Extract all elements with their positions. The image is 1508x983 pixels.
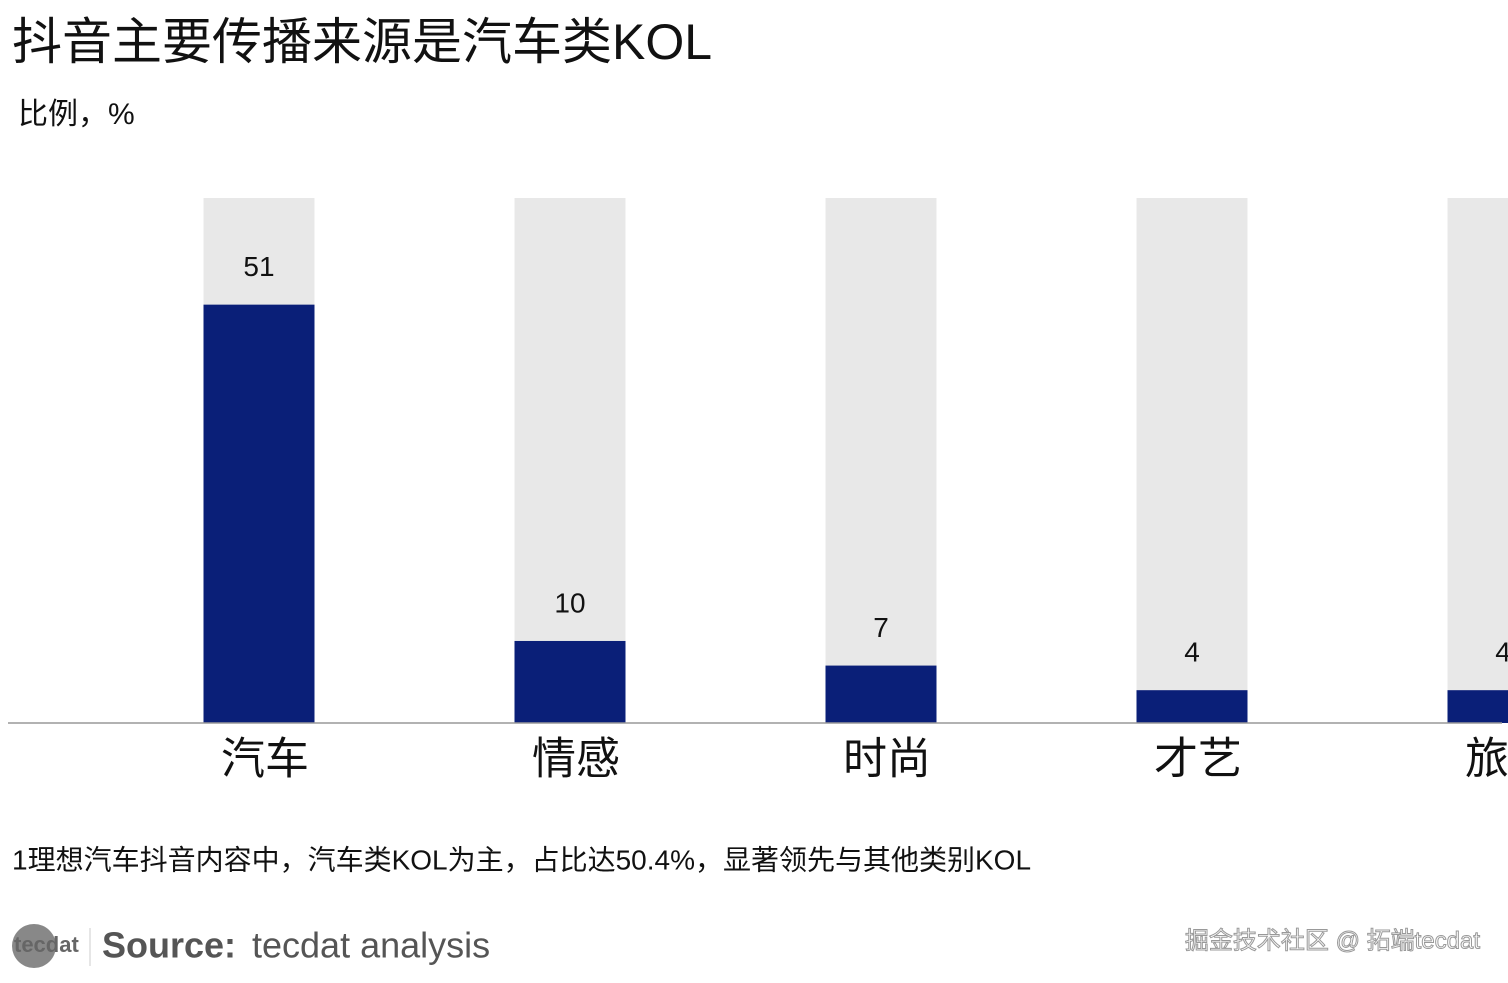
- value-label: 51: [243, 251, 274, 282]
- logo-badge: [12, 924, 56, 968]
- logo: tecdat: [14, 932, 79, 957]
- watermark: 掘金技术社区 @ 拓端tecdat: [1185, 927, 1480, 954]
- x-tick-label: 旅游: [1465, 735, 1508, 784]
- bar-track: [825, 198, 937, 723]
- source-label: Source:: [102, 925, 236, 966]
- bar: [825, 665, 937, 723]
- value-label: 4: [1184, 637, 1200, 668]
- x-tick-label: 时尚: [843, 735, 931, 784]
- note: 1理想汽车抖音内容中，汽车类KOL为主，占比达50.4%，显著领先与其他类别KO…: [12, 844, 1031, 875]
- value-label: 4: [1495, 637, 1508, 668]
- source: tecdat analysis: [252, 925, 490, 966]
- value-label: 10: [554, 587, 585, 618]
- bar-track: [1136, 198, 1248, 723]
- bar: [514, 640, 626, 723]
- bar: [1447, 690, 1508, 723]
- chart-subtitle: 比例，%: [18, 98, 135, 131]
- value-label: 7: [873, 612, 889, 643]
- bar-track: [514, 198, 626, 723]
- x-tick-label: 汽车: [221, 735, 309, 784]
- x-tick-label: 才艺: [1154, 735, 1242, 784]
- chart-title: 抖音主要传播来源是汽车类KOL: [12, 14, 712, 70]
- bar-track: [1447, 198, 1508, 723]
- x-tick-label: 情感: [532, 735, 620, 784]
- bar: [1136, 690, 1248, 723]
- bar: [203, 304, 315, 723]
